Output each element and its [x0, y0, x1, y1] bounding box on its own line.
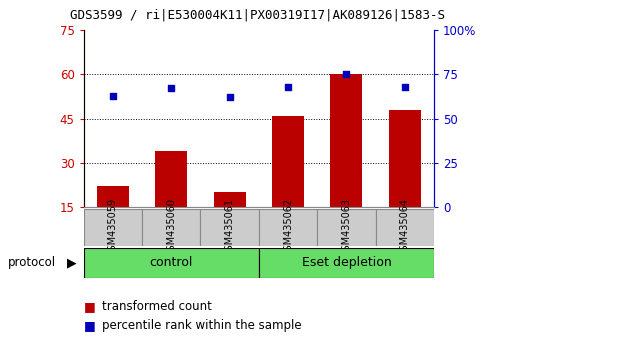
Bar — [259, 248, 434, 278]
Bar — [272, 116, 304, 207]
Text: ■: ■ — [84, 300, 95, 313]
Bar — [84, 209, 142, 246]
Bar — [84, 248, 259, 278]
Point — [342, 72, 352, 77]
Point — [400, 84, 410, 90]
Text: ■: ■ — [84, 319, 95, 332]
Bar — [259, 209, 317, 246]
Bar — [376, 209, 434, 246]
Text: GSM435063: GSM435063 — [342, 198, 352, 257]
Text: percentile rank within the sample: percentile rank within the sample — [102, 319, 302, 332]
Point — [166, 86, 176, 91]
Text: transformed count: transformed count — [102, 300, 212, 313]
Bar — [330, 74, 363, 207]
Text: Eset depletion: Eset depletion — [301, 256, 391, 269]
Bar — [200, 209, 259, 246]
Text: GSM435064: GSM435064 — [400, 198, 410, 257]
Text: GDS3599 / ri|E530004K11|PX00319I17|AK089126|1583-S: GDS3599 / ri|E530004K11|PX00319I17|AK089… — [70, 9, 445, 22]
Point — [283, 84, 293, 90]
Text: ▶: ▶ — [67, 256, 77, 269]
Text: GSM435060: GSM435060 — [166, 198, 176, 257]
Bar — [142, 209, 200, 246]
Text: GSM435059: GSM435059 — [108, 198, 118, 257]
Text: protocol: protocol — [7, 256, 56, 269]
Bar — [155, 151, 187, 207]
Text: GSM435062: GSM435062 — [283, 198, 293, 257]
Bar — [317, 209, 376, 246]
Point — [224, 95, 234, 100]
Text: control: control — [149, 256, 193, 269]
Bar — [97, 187, 129, 207]
Text: GSM435061: GSM435061 — [224, 198, 234, 257]
Bar — [389, 110, 421, 207]
Point — [108, 93, 118, 98]
Bar — [214, 192, 246, 207]
